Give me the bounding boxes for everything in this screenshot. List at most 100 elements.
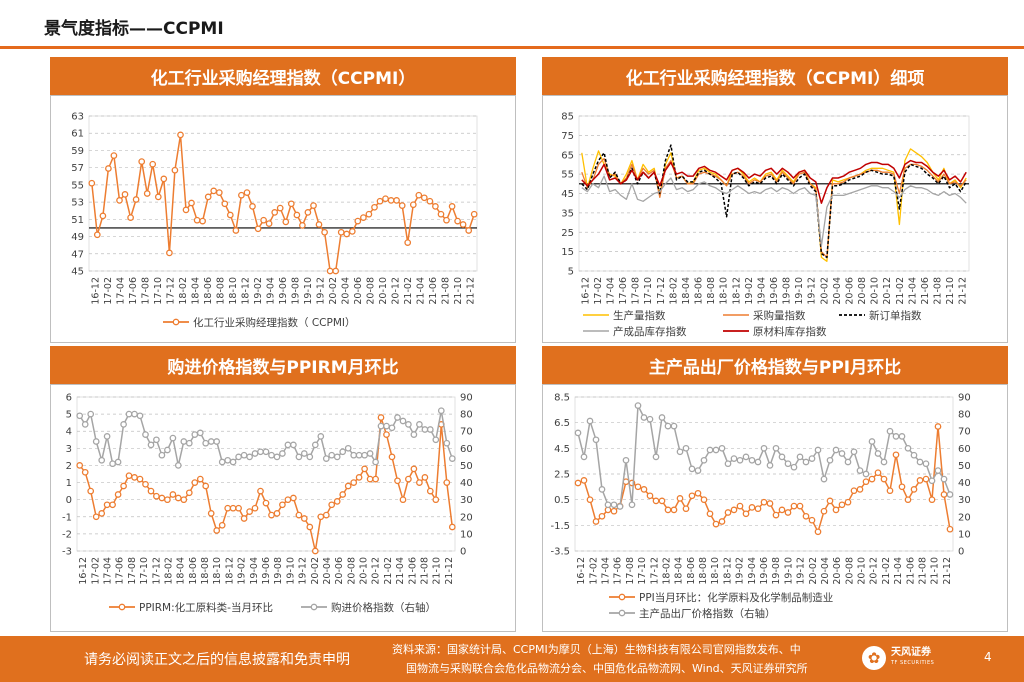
y-tick-label: 65 [561,150,574,161]
data-point [470,210,478,218]
data-point [339,491,347,498]
legend-marker [618,609,626,617]
data-point [934,467,942,474]
data-point [416,479,423,486]
data-point [251,504,259,512]
y-tick-label: 45 [71,267,84,278]
x-tick-label: 18-10 [228,277,239,305]
data-point [862,470,870,478]
data-point [166,249,173,257]
data-point [844,458,852,466]
data-point [177,131,184,139]
source-note: 资料来源：国家统计局、CCPMI为摩贝（上海）生物科技有限公司官网指数发布、中 … [392,640,862,678]
data-point [169,434,177,442]
data-point [646,492,654,500]
data-point [766,500,774,507]
data-point [262,499,270,507]
data-point [215,189,223,196]
data-point [142,480,149,488]
series-line [581,144,967,259]
data-point [98,456,106,464]
x-tick-label: 16-12 [580,277,591,305]
data-point [306,453,314,461]
x-tick-label: 18-12 [722,557,733,585]
data-point [257,487,264,495]
chart-title: 化工行业采购经理指数（CCPMI） [50,57,516,95]
data-point [93,231,101,239]
data-point [604,501,612,509]
data-point [382,195,389,203]
data-point [892,433,900,440]
y-tick-label: 4.5 [554,444,570,455]
y-tick-label: 6.5 [554,418,570,429]
data-point [886,427,894,435]
data-point [790,463,798,471]
series-line [581,157,967,259]
data-point [910,451,918,459]
data-point [337,228,345,236]
x-tick-label: 18-04 [674,557,685,585]
data-point [922,475,930,483]
data-point [718,518,726,525]
y-tick-label: 6 [66,393,72,404]
data-point [246,453,253,461]
data-point [196,475,204,483]
data-point [372,458,379,466]
x-tick-label: 20-10 [378,277,389,305]
data-point [299,222,306,229]
data-point [160,175,168,183]
data-point [284,441,292,449]
data-point [81,421,89,428]
data-point [448,523,456,531]
data-point [182,206,190,214]
data-point [772,444,780,452]
data-point [207,510,215,517]
data-point [132,196,140,203]
data-point [399,417,407,425]
x-tick-label: 19-12 [807,277,818,305]
x-tick-label: 20-04 [832,277,843,305]
x-tick-label: 20-06 [832,557,843,585]
data-point [310,202,317,209]
x-tick-label: 19-10 [303,277,314,305]
x-tick-label: 18-04 [176,557,187,585]
x-tick-label: 18-06 [686,557,697,585]
data-point [213,438,221,445]
y2-tick-label: 10 [460,529,473,540]
data-point [131,410,138,418]
data-point [443,479,451,486]
x-tick-label: 17-06 [128,277,139,305]
data-point [880,475,888,483]
data-point [204,193,212,201]
data-point [898,483,906,491]
data-point [376,197,384,205]
data-point [664,506,672,514]
data-point [191,479,199,486]
logo-text: 天风证券 [891,647,931,658]
x-tick-label: 18-12 [240,277,251,305]
y-tick-label: 57 [71,163,84,174]
y-tick-label: -3.5 [550,547,570,558]
y2-tick-label: 60 [958,444,971,455]
data-point [415,191,423,199]
data-point [366,450,374,457]
y-tick-label: 4 [66,427,72,438]
data-point [224,456,232,464]
data-point [76,412,84,420]
y2-tick-label: 80 [958,410,971,421]
data-point [856,467,864,474]
data-point [393,197,400,204]
data-point [416,421,423,428]
data-point [243,189,251,196]
data-point [131,474,138,481]
data-point [153,492,160,500]
x-tick-label: 17-06 [613,557,624,585]
data-point [850,487,858,495]
chart-title: 主产品出厂价格指数与PPI月环比 [542,346,1008,384]
data-point [149,160,157,168]
data-point [448,455,456,462]
chart-panel-ccpmi: 化工行业采购经理指数（CCPMI） 45 47 49 51 53 55 57 59 61 63 16… [50,57,516,343]
data-point [432,436,440,444]
series-line [91,134,475,272]
